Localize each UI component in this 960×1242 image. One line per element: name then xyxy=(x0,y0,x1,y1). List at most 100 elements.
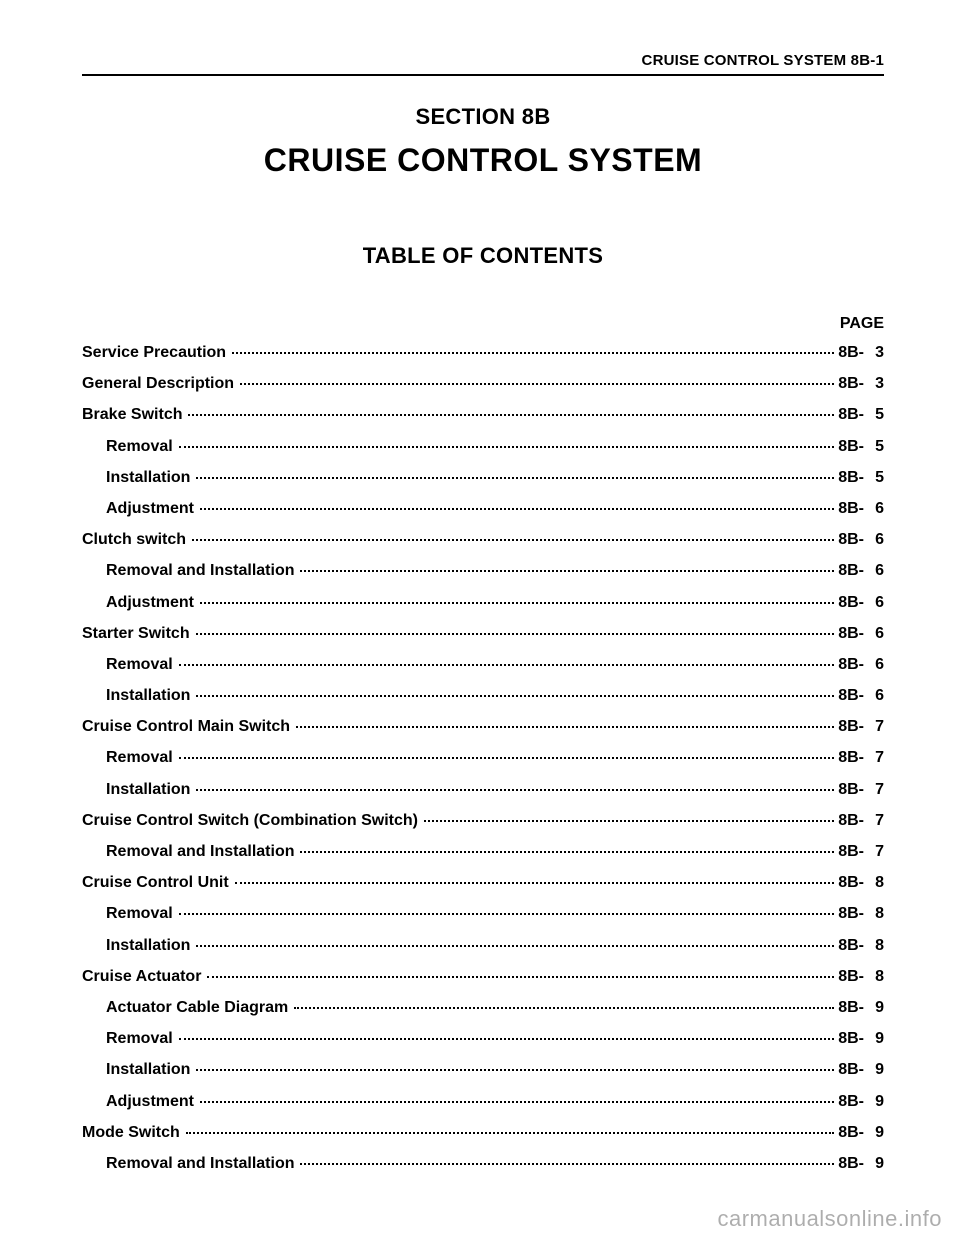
dot-leader xyxy=(196,477,834,479)
dot-leader xyxy=(300,851,834,853)
toc-entry: Adjustment8B-6 xyxy=(82,499,884,518)
toc-ref-page: 7 xyxy=(864,717,884,736)
dot-leader xyxy=(207,976,834,978)
toc-entry-title: Adjustment xyxy=(82,593,198,612)
table-of-contents: Service Precaution8B-3General Descriptio… xyxy=(82,343,884,1173)
toc-entry: Installation 8B-7 xyxy=(82,780,884,799)
dot-leader xyxy=(300,570,834,572)
toc-ref-page: 7 xyxy=(864,811,884,830)
toc-entry: Removal and Installation 8B-7 xyxy=(82,842,884,861)
dot-leader xyxy=(200,602,834,604)
toc-entry-title: Installation xyxy=(82,686,194,705)
toc-entry-pageref: 8B-7 xyxy=(836,842,884,861)
toc-ref-page: 5 xyxy=(864,468,884,487)
dot-leader xyxy=(196,789,834,791)
toc-entry-pageref: 8B-6 xyxy=(836,624,884,643)
toc-entry-pageref: 8B-9 xyxy=(836,1060,884,1079)
toc-ref-prefix: 8B- xyxy=(838,500,864,517)
dot-leader xyxy=(300,1163,834,1165)
toc-entry-pageref: 8B-6 xyxy=(836,593,884,612)
toc-entry: Removal and Installation8B-6 xyxy=(82,561,884,580)
toc-ref-prefix: 8B- xyxy=(838,968,864,985)
toc-entry-pageref: 8B-9 xyxy=(836,1092,884,1111)
toc-ref-prefix: 8B- xyxy=(838,1061,864,1078)
toc-entry-title: Installation xyxy=(82,780,194,799)
toc-ref-page: 7 xyxy=(864,748,884,767)
toc-ref-prefix: 8B- xyxy=(838,1155,864,1172)
toc-entry-pageref: 8B-9 xyxy=(836,1029,884,1048)
toc-ref-page: 9 xyxy=(864,1029,884,1048)
watermark-text: carmanualsonline.info xyxy=(717,1206,942,1232)
toc-entry: Installation 8B-8 xyxy=(82,936,884,955)
toc-ref-page: 9 xyxy=(864,1092,884,1111)
toc-entry-pageref: 8B-7 xyxy=(836,780,884,799)
toc-ref-prefix: 8B- xyxy=(838,656,864,673)
toc-ref-prefix: 8B- xyxy=(838,562,864,579)
toc-ref-page: 8 xyxy=(864,904,884,923)
toc-entry-title: Removal xyxy=(82,1029,177,1048)
toc-entry-title: Removal and Installation xyxy=(82,842,298,861)
toc-entry: Removal8B-8 xyxy=(82,904,884,923)
toc-ref-page: 8 xyxy=(864,873,884,892)
toc-entry: Removal 8B-6 xyxy=(82,655,884,674)
toc-entry-title: Adjustment xyxy=(82,1092,198,1111)
toc-entry: Removal 8B-9 xyxy=(82,1029,884,1048)
dot-leader xyxy=(196,633,835,635)
toc-ref-page: 8 xyxy=(864,967,884,986)
dot-leader xyxy=(188,414,834,416)
toc-entry-pageref: 8B-8 xyxy=(836,967,884,986)
toc-entry: Installation8B-5 xyxy=(82,468,884,487)
toc-entry-title: Brake Switch xyxy=(82,405,186,424)
toc-ref-page: 6 xyxy=(864,530,884,549)
toc-entry-pageref: 8B-8 xyxy=(836,936,884,955)
toc-entry-pageref: 8B-7 xyxy=(836,717,884,736)
dot-leader xyxy=(179,664,835,666)
toc-entry: Removal8B-5 xyxy=(82,437,884,456)
toc-ref-page: 9 xyxy=(864,1154,884,1173)
toc-ref-prefix: 8B- xyxy=(838,406,864,423)
toc-entry: Mode Switch8B-9 xyxy=(82,1123,884,1142)
toc-entry-pageref: 8B-6 xyxy=(836,561,884,580)
toc-entry: Adjustment 8B-6 xyxy=(82,593,884,612)
toc-ref-page: 6 xyxy=(864,655,884,674)
dot-leader xyxy=(196,695,834,697)
page-column-label: PAGE xyxy=(82,315,884,333)
toc-ref-prefix: 8B- xyxy=(838,469,864,486)
toc-entry: Removal8B-7 xyxy=(82,748,884,767)
toc-entry-title: Removal xyxy=(82,655,177,674)
toc-ref-prefix: 8B- xyxy=(838,937,864,954)
toc-ref-prefix: 8B- xyxy=(838,531,864,548)
toc-ref-prefix: 8B- xyxy=(838,625,864,642)
toc-ref-page: 6 xyxy=(864,593,884,612)
dot-leader xyxy=(179,913,835,915)
toc-entry-pageref: 8B-9 xyxy=(836,998,884,1017)
toc-entry: Service Precaution8B-3 xyxy=(82,343,884,362)
dot-leader xyxy=(179,757,835,759)
toc-entry: Removal and Installation8B-9 xyxy=(82,1154,884,1173)
dot-leader xyxy=(192,539,834,541)
toc-entry-title: Clutch switch xyxy=(82,530,190,549)
toc-ref-page: 7 xyxy=(864,780,884,799)
toc-entry-title: Installation xyxy=(82,936,194,955)
running-head: CRUISE CONTROL SYSTEM 8B-1 xyxy=(82,52,884,76)
toc-entry-title: General Description xyxy=(82,374,238,393)
toc-ref-page: 6 xyxy=(864,499,884,518)
toc-entry-title: Starter Switch xyxy=(82,624,194,643)
dot-leader xyxy=(179,446,835,448)
main-title: CRUISE CONTROL SYSTEM xyxy=(82,142,884,179)
toc-entry-title: Installation xyxy=(82,1060,194,1079)
toc-ref-prefix: 8B- xyxy=(838,594,864,611)
toc-entry-pageref: 8B-8 xyxy=(836,873,884,892)
toc-entry-pageref: 8B-7 xyxy=(836,748,884,767)
toc-ref-prefix: 8B- xyxy=(838,999,864,1016)
toc-entry-pageref: 8B-6 xyxy=(836,499,884,518)
toc-ref-page: 9 xyxy=(864,1123,884,1142)
toc-ref-page: 6 xyxy=(864,624,884,643)
toc-entry-pageref: 8B-9 xyxy=(836,1154,884,1173)
dot-leader xyxy=(179,1038,835,1040)
toc-ref-page: 3 xyxy=(864,374,884,393)
toc-entry-title: Cruise Control Switch (Combination Switc… xyxy=(82,811,422,830)
toc-entry-pageref: 8B-6 xyxy=(836,655,884,674)
toc-heading: TABLE OF CONTENTS xyxy=(82,243,884,269)
toc-entry-title: Service Precaution xyxy=(82,343,230,362)
